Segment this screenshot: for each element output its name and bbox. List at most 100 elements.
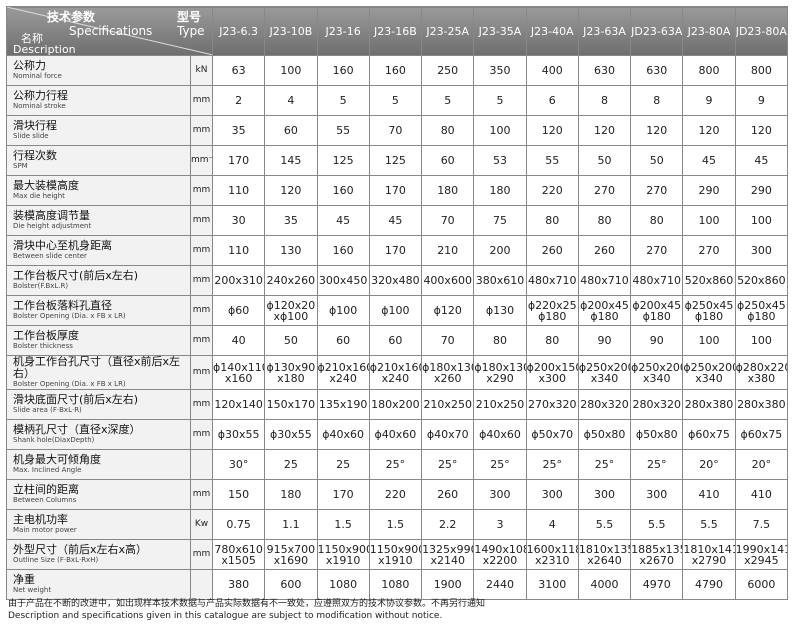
spec-name: 工作台板尺寸(前后x左右) Bolster(F.BxL.R) bbox=[6, 265, 191, 296]
spec-name-en: Bolster Opening (Dia. x FB x LR) bbox=[13, 380, 126, 388]
spec-value: 270 bbox=[682, 235, 736, 266]
spec-value: 7.5 bbox=[734, 509, 789, 540]
spec-row: 净重 Net weight 380 600 1080 1080 1900 2440 3100 40… bbox=[6, 569, 789, 600]
spec-value: 75 bbox=[473, 205, 527, 236]
spec-table: 技术参数 Specifications 型号 Type 名称 Descripti… bbox=[6, 6, 789, 600]
spec-value: ϕ50x80 bbox=[577, 419, 632, 450]
spec-name-en: Die height adjustment bbox=[13, 222, 92, 230]
model-header: J23-16B bbox=[368, 6, 423, 56]
spec-name-en: Main motor power bbox=[13, 526, 77, 534]
footer: 由于产品在不断的改进中，如出现样本技术数据与产品实际数据有不一致处，应遵照双方的… bbox=[8, 598, 485, 622]
spec-value: 20° bbox=[734, 449, 789, 480]
spec-value: 270 bbox=[577, 175, 632, 206]
spec-value: 210x250 bbox=[421, 389, 475, 420]
model-header: J23-35A bbox=[473, 6, 527, 56]
model-header: J23-10B bbox=[264, 6, 318, 56]
spec-value: 20° bbox=[682, 449, 736, 480]
spec-name-en: Outline Size (F·BxL·RxH) bbox=[13, 556, 99, 564]
spec-value: 270 bbox=[630, 175, 684, 206]
spec-value: 70 bbox=[368, 115, 423, 146]
spec-value: 170 bbox=[368, 175, 423, 206]
spec-row: 工作台板尺寸(前后x左右) Bolster(F.BxL.R) mm 200x310 24… bbox=[6, 265, 789, 296]
spec-value: 150 bbox=[211, 479, 266, 510]
spec-value: 1600x1180 x2310 bbox=[525, 539, 579, 570]
spec-name: 工作台板落料孔直径 Bolster Opening (Dia. x FB x LR… bbox=[6, 295, 191, 326]
spec-value: 4790 bbox=[682, 569, 736, 600]
spec-value: 630 bbox=[630, 55, 684, 86]
spec-value: 600 bbox=[264, 569, 318, 600]
spec-value: 400x600 bbox=[421, 265, 475, 296]
spec-value: ϕ100 bbox=[316, 295, 370, 326]
spec-value: 100 bbox=[734, 325, 789, 356]
spec-value: 4 bbox=[264, 85, 318, 116]
unit bbox=[190, 449, 213, 480]
unit: mm bbox=[190, 479, 213, 510]
spec-value: 25° bbox=[525, 449, 579, 480]
spec-row: 装模高度调节量 Die height adjustment mm 30 35 45 45 70… bbox=[6, 205, 789, 236]
model-header: J23-25A bbox=[421, 6, 475, 56]
spec-name: 立柱间的距离 Between Columns bbox=[6, 479, 191, 510]
spec-value: 60 bbox=[368, 325, 423, 356]
spec-value: 25 bbox=[316, 449, 370, 480]
spec-value: 70 bbox=[421, 205, 475, 236]
spec-row: 机身最大可倾角度 Max. Inclined Angle 30° 25 25 25° 25°… bbox=[6, 449, 789, 480]
unit: mm bbox=[190, 175, 213, 206]
spec-value: 4 bbox=[525, 509, 579, 540]
spec-name-en: Nominal force bbox=[13, 72, 62, 80]
spec-value: 280x320 bbox=[577, 389, 632, 420]
spec-name-cn: 滑块行程 bbox=[13, 119, 57, 132]
spec-value: 110 bbox=[211, 175, 266, 206]
spec-value: 5 bbox=[473, 85, 527, 116]
model-header: J23-40A bbox=[525, 6, 579, 56]
model-header: JD23-80A bbox=[734, 6, 789, 56]
spec-name: 公称力 Nominal force bbox=[6, 55, 191, 86]
spec-value: 290 bbox=[682, 175, 736, 206]
unit: mm bbox=[190, 325, 213, 356]
spec-value: 8 bbox=[630, 85, 684, 116]
spec-value: 160 bbox=[316, 235, 370, 266]
spec-value: 100 bbox=[473, 115, 527, 146]
spec-value: 2440 bbox=[473, 569, 527, 600]
spec-value: 125 bbox=[316, 145, 370, 176]
spec-value: 160 bbox=[316, 55, 370, 86]
spec-value: 260 bbox=[525, 235, 579, 266]
spec-value: 180 bbox=[421, 175, 475, 206]
spec-name-en: Slide area (F·BxL·R) bbox=[13, 406, 82, 414]
spec-value: 915x700 x1690 bbox=[264, 539, 318, 570]
spec-value: 120 bbox=[264, 175, 318, 206]
model-header: JD23-63A bbox=[630, 6, 684, 56]
spec-value: 80 bbox=[473, 325, 527, 356]
spec-name-en: Bolster(F.BxL.R) bbox=[13, 282, 69, 290]
spec-value: 630 bbox=[577, 55, 632, 86]
spec-name: 公称力行程 Nominal stroke bbox=[6, 85, 191, 116]
spec-row: 立柱间的距离 Between Columns mm 150 180 170 220 260 30… bbox=[6, 479, 789, 510]
spec-value: 60 bbox=[264, 115, 318, 146]
spec-name: 主电机功率 Main motor power bbox=[6, 509, 191, 540]
spec-value: 80 bbox=[577, 205, 632, 236]
spec-name: 净重 Net weight bbox=[6, 569, 191, 600]
spec-value: 170 bbox=[368, 235, 423, 266]
spec-cn: 技术参数 bbox=[47, 10, 96, 24]
spec-value: 150x170 bbox=[264, 389, 318, 420]
spec-value: 55 bbox=[525, 145, 579, 176]
spec-value: 135x190 bbox=[316, 389, 370, 420]
spec-value: 60 bbox=[316, 325, 370, 356]
spec-value: 145 bbox=[264, 145, 318, 176]
spec-value: 5 bbox=[421, 85, 475, 116]
spec-value: 1325x990 x2140 bbox=[421, 539, 475, 570]
spec-row: 滑块底面尺寸(前后x左右) Slide area (F·BxL·R) mm 120x1… bbox=[6, 389, 789, 420]
spec-name: 工作台板厚度 Bolster thickness bbox=[6, 325, 191, 356]
spec-value: ϕ40x70 bbox=[421, 419, 475, 450]
spec-value: 410 bbox=[734, 479, 789, 510]
spec-value: 53 bbox=[473, 145, 527, 176]
spec-value: 1900 bbox=[421, 569, 475, 600]
spec-name-en: SPM bbox=[13, 162, 28, 170]
spec-value: 9 bbox=[682, 85, 736, 116]
type-en: Type bbox=[177, 24, 205, 38]
spec-value: 1810x1350 x2640 bbox=[577, 539, 632, 570]
spec-value: 200x310 bbox=[211, 265, 266, 296]
spec-value: ϕ100 bbox=[368, 295, 423, 326]
spec-value: 270x320 bbox=[525, 389, 579, 420]
spec-value: 9 bbox=[734, 85, 789, 116]
spec-value: 90 bbox=[630, 325, 684, 356]
